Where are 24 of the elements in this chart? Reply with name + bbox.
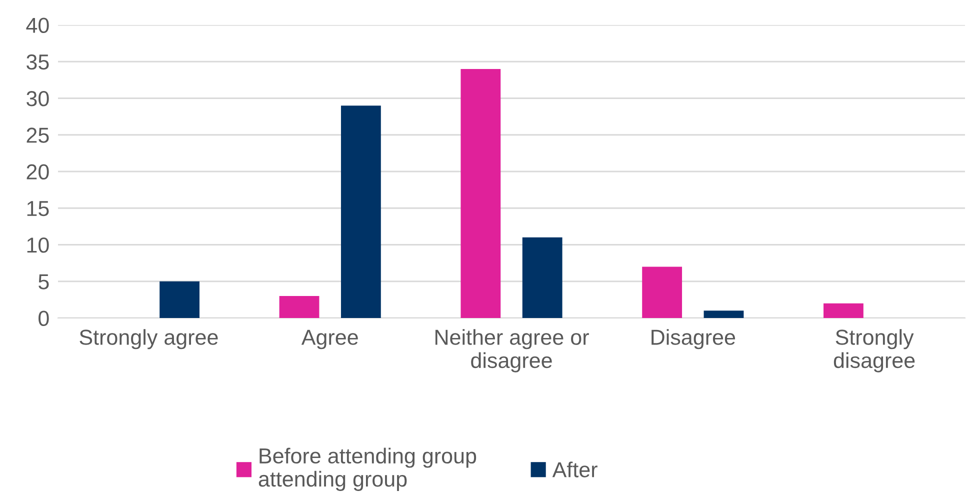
bar — [160, 281, 200, 318]
x-tick-label: Neither agree or disagree — [435, 329, 589, 372]
y-tick-label: 25 — [26, 128, 49, 143]
y-tick-label: 0 — [38, 310, 49, 326]
x-tick-label: Strongly agree — [80, 329, 218, 350]
y-tick-label: 35 — [26, 54, 49, 70]
bar — [704, 310, 744, 318]
y-tick-label: 15 — [27, 201, 49, 216]
bar — [824, 303, 864, 318]
bar — [460, 68, 501, 318]
bar — [642, 266, 682, 318]
x-tick-label: Agree — [301, 330, 358, 350]
y-tick-label: 40 — [26, 18, 49, 34]
y-tick-label: 20 — [26, 164, 49, 180]
bar — [279, 296, 320, 318]
x-tick-label: Strongly disagree — [834, 329, 915, 372]
bar — [340, 106, 381, 318]
y-tick-label: 10 — [27, 238, 49, 253]
legend-label: Before attending group attending group — [258, 448, 476, 491]
legend-label: After — [552, 462, 598, 478]
bar — [522, 237, 562, 318]
y-tick-label: 5 — [38, 274, 49, 290]
x-tick-label: Disagree — [652, 329, 736, 350]
y-tick-label: 30 — [26, 91, 49, 106]
